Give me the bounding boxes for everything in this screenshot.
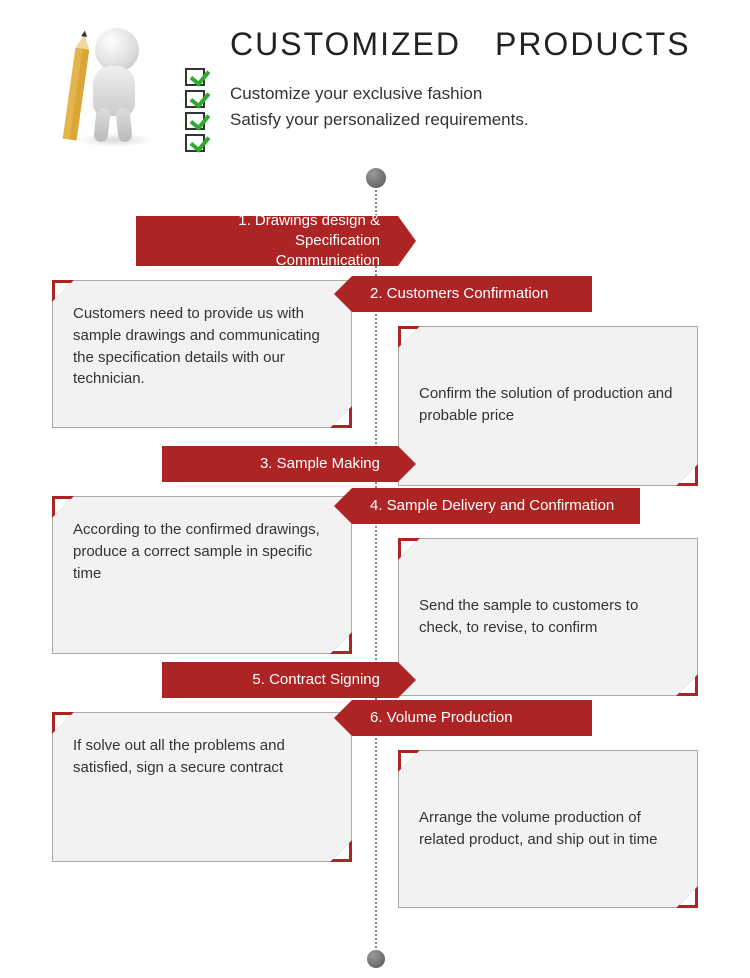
title-block: CUSTOMIZED PRODUCTS Customize your exclu… bbox=[230, 20, 691, 132]
process-step: 6. Volume ProductionArrange the volume p… bbox=[398, 700, 698, 908]
corner-accent-icon bbox=[398, 750, 420, 772]
step-flag: 2. Customers Confirmation bbox=[352, 276, 592, 312]
timeline-end-node-icon bbox=[367, 950, 385, 968]
step-body: Arrange the volume production of related… bbox=[419, 807, 677, 851]
corner-accent-icon bbox=[330, 840, 352, 862]
process-step: 2. Customers ConfirmationConfirm the sol… bbox=[398, 276, 698, 486]
step-body: If solve out all the problems and satisf… bbox=[73, 735, 331, 779]
step-card: Send the sample to customers to check, t… bbox=[398, 538, 698, 696]
corner-accent-icon bbox=[330, 632, 352, 654]
process-step: 5. Contract SigningIf solve out all the … bbox=[52, 662, 352, 862]
step-card: Customers need to provide us with sample… bbox=[52, 280, 352, 428]
timeline-start-node-icon bbox=[366, 168, 386, 188]
step-flag: 3. Sample Making bbox=[162, 446, 398, 482]
step-body: Confirm the solution of production and p… bbox=[419, 383, 677, 427]
corner-accent-icon bbox=[398, 538, 420, 560]
figure-leg-icon bbox=[93, 107, 110, 142]
step-flag: 4. Sample Delivery and Confirmation bbox=[352, 488, 640, 524]
step-flag: 1. Drawings design & Specification Commu… bbox=[136, 216, 398, 266]
pencil-icon bbox=[63, 47, 90, 140]
step-flag: 6. Volume Production bbox=[352, 700, 592, 736]
corner-accent-icon bbox=[676, 464, 698, 486]
step-card: Arrange the volume production of related… bbox=[398, 750, 698, 908]
corner-accent-icon bbox=[398, 326, 420, 348]
corner-accent-icon bbox=[330, 406, 352, 428]
corner-accent-icon bbox=[52, 280, 74, 302]
step-body: According to the confirmed drawings, pro… bbox=[73, 519, 331, 584]
step-card: Confirm the solution of production and p… bbox=[398, 326, 698, 486]
corner-accent-icon bbox=[52, 496, 74, 518]
process-step: 4. Sample Delivery and ConfirmationSend … bbox=[398, 488, 698, 696]
corner-accent-icon bbox=[676, 674, 698, 696]
subtitle-line: Satisfy your personalized requirements. bbox=[230, 107, 691, 133]
header: CUSTOMIZED PRODUCTS Customize your exclu… bbox=[0, 0, 750, 160]
step-body: Customers need to provide us with sample… bbox=[73, 303, 331, 390]
corner-accent-icon bbox=[676, 886, 698, 908]
subtitle-line: Customize your exclusive fashion bbox=[230, 81, 691, 107]
page-title: CUSTOMIZED PRODUCTS bbox=[230, 26, 691, 63]
checklist-icon bbox=[185, 68, 205, 156]
process-step: 1. Drawings design & Specification Commu… bbox=[52, 216, 352, 428]
step-card: According to the confirmed drawings, pro… bbox=[52, 496, 352, 654]
step-body: Send the sample to customers to check, t… bbox=[419, 595, 677, 639]
corner-accent-icon bbox=[52, 712, 74, 734]
step-flag: 5. Contract Signing bbox=[162, 662, 398, 698]
step-card: If solve out all the problems and satisf… bbox=[52, 712, 352, 862]
process-step: 3. Sample MakingAccording to the confirm… bbox=[52, 446, 352, 654]
mascot-illustration bbox=[55, 20, 175, 150]
